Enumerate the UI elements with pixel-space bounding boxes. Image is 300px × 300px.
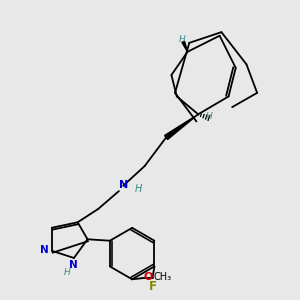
Text: CH₃: CH₃	[154, 272, 172, 282]
Text: H: H	[135, 184, 142, 194]
Text: O: O	[143, 272, 153, 282]
Polygon shape	[165, 114, 198, 140]
Text: H: H	[64, 268, 71, 277]
Text: N: N	[40, 245, 49, 255]
Text: N: N	[118, 180, 128, 190]
Text: F: F	[148, 280, 157, 293]
Text: N: N	[69, 260, 78, 270]
Polygon shape	[182, 41, 188, 52]
Text: H: H	[179, 35, 185, 44]
Text: H: H	[206, 112, 213, 121]
